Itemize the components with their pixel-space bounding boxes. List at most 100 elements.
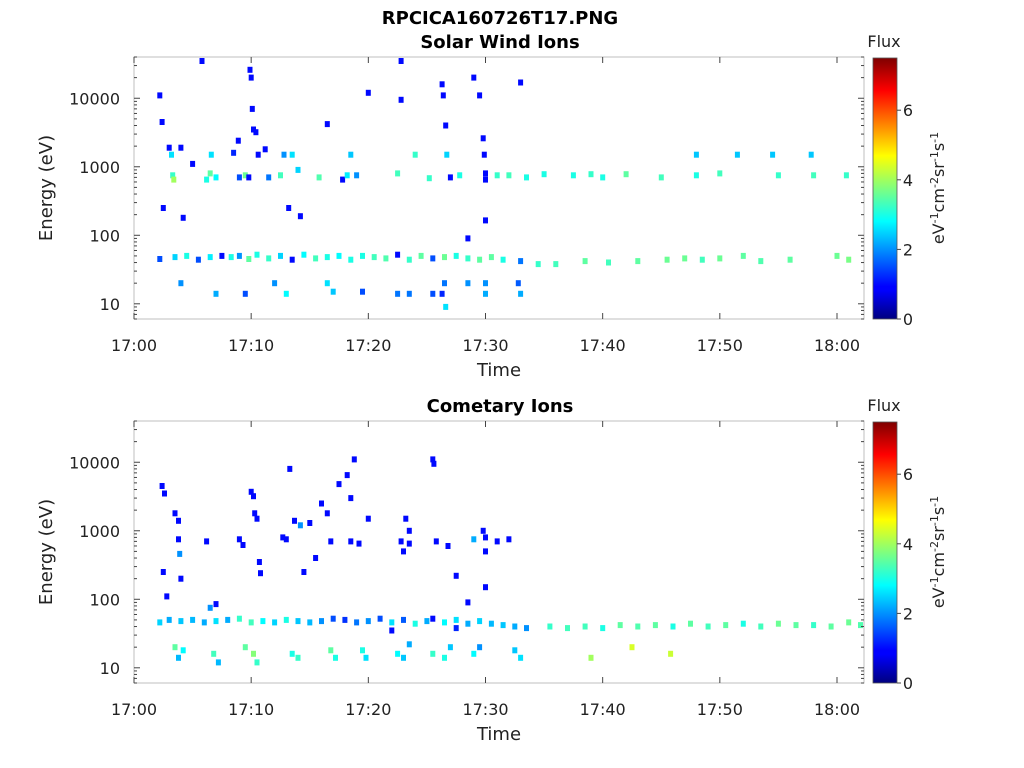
flux-cell — [483, 534, 488, 541]
x-axis-label: Time — [476, 360, 521, 381]
flux-cell — [395, 650, 401, 657]
flux-cell — [344, 172, 350, 179]
flux-cell — [445, 543, 451, 549]
flux-cell — [272, 619, 278, 626]
flux-cell — [401, 548, 406, 555]
flux-cell — [251, 493, 256, 500]
flux-cell — [506, 536, 512, 543]
flux-cell — [289, 650, 295, 657]
flux-cell — [483, 217, 488, 224]
flux-cell — [365, 515, 371, 522]
flux-cell — [515, 280, 521, 287]
flux-cell — [547, 623, 553, 630]
flux-cell — [262, 146, 268, 153]
x-tick-label: 18:00 — [814, 336, 860, 355]
flux-cell — [180, 214, 186, 221]
heatmap-cells — [157, 456, 863, 666]
flux-cell — [444, 151, 450, 158]
flux-cell — [324, 121, 330, 128]
flux-cell — [235, 137, 241, 144]
flux-cell — [500, 622, 506, 629]
flux-cell — [453, 625, 459, 632]
flux-cell — [213, 601, 219, 608]
flux-cell — [176, 536, 181, 543]
flux-cell — [178, 618, 184, 625]
flux-cell — [401, 654, 406, 661]
flux-cell — [307, 619, 313, 626]
flux-cell — [629, 644, 635, 651]
colorbar-title: Flux — [867, 32, 900, 51]
flux-cell — [207, 170, 213, 177]
flux-cell — [328, 647, 334, 654]
x-tick-label: 17:50 — [697, 700, 743, 719]
flux-cell — [518, 654, 524, 661]
flux-cell — [236, 252, 242, 259]
flux-cell — [465, 255, 471, 262]
colorbar-tick-label: 4 — [903, 171, 913, 190]
flux-cell — [418, 252, 424, 259]
flux-cell — [172, 254, 178, 261]
x-tick-label: 17:00 — [111, 336, 157, 355]
flux-cell — [705, 623, 711, 630]
flux-cell — [336, 252, 342, 259]
flux-cell — [256, 559, 262, 565]
flux-cell — [283, 616, 289, 623]
flux-cell — [442, 254, 447, 261]
y-tick-label: 10 — [100, 659, 120, 678]
flux-cell — [286, 205, 292, 211]
y-tick-label: 10000 — [69, 453, 120, 472]
flux-cell — [236, 174, 242, 181]
flux-cell — [242, 644, 248, 651]
flux-cell — [652, 622, 658, 629]
flux-cell — [287, 465, 293, 472]
flux-cell — [336, 481, 342, 488]
flux-cell — [793, 622, 799, 629]
x-tick-label: 17:30 — [462, 336, 508, 355]
flux-cell — [808, 151, 814, 158]
flux-cell — [215, 659, 221, 666]
flux-cell — [442, 619, 447, 626]
flux-cell — [166, 144, 172, 151]
flux-cell — [693, 151, 699, 158]
flux-cell — [658, 174, 664, 181]
flux-cell — [395, 290, 401, 297]
x-tick-label: 17:20 — [345, 336, 391, 355]
flux-cell — [157, 256, 163, 262]
x-axis-ticks: 17:00 17:10 17:20 17:30 17:40 17:50 18:00 — [111, 421, 860, 719]
flux-cell — [843, 172, 849, 179]
flux-cell — [246, 256, 252, 262]
flux-cell — [553, 261, 559, 268]
flux-cell — [512, 623, 518, 630]
flux-cell — [330, 615, 336, 622]
flux-cell — [717, 170, 723, 177]
flux-cell — [248, 619, 254, 626]
colorbar-tick-label: 6 — [903, 101, 913, 120]
flux-cell — [465, 235, 471, 242]
flux-cell — [480, 527, 486, 534]
flux-cell — [351, 456, 357, 463]
flux-cell — [266, 174, 272, 181]
flux-cell — [340, 176, 346, 183]
y-tick-label: 100 — [89, 590, 120, 609]
flux-cell — [442, 654, 447, 661]
flux-cell — [617, 622, 623, 629]
flux-cell — [324, 254, 330, 261]
flux-cell — [266, 255, 272, 262]
flux-cell — [403, 515, 409, 522]
flux-cell — [289, 151, 295, 158]
x-tick-label: 17:30 — [462, 700, 508, 719]
colorbar-label: eV-1cm-2sr-1s-1 — [928, 132, 949, 244]
flux-cell — [471, 536, 477, 543]
flux-cell — [600, 174, 606, 181]
flux-cell — [157, 92, 163, 99]
flux-cell — [252, 510, 258, 517]
colorbar: Flux 0 2 4 6 eV-1cm-2sr-1s-1 — [867, 32, 948, 329]
flux-cell — [242, 290, 248, 297]
y-tick-label: 100 — [89, 226, 120, 245]
colorbar-title: Flux — [867, 396, 900, 415]
flux-cell — [360, 647, 365, 654]
flux-cell — [247, 66, 253, 73]
flux-cell — [846, 619, 852, 626]
flux-cell — [164, 593, 170, 600]
flux-cell — [488, 254, 494, 261]
